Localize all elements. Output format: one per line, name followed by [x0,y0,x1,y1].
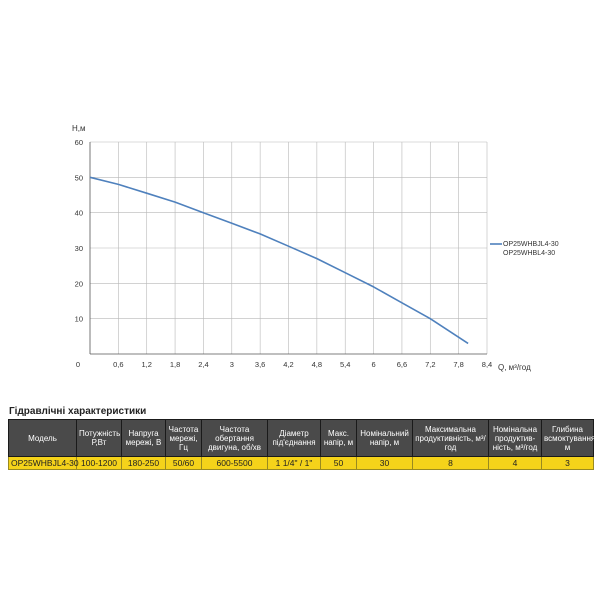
x-tick-label: 1,2 [141,360,151,369]
legend-label-1: OP25WHBJL4-30 [503,241,559,248]
y-tick-label: 50 [75,173,83,182]
header-nominal-head: Номінальний напір, м [356,419,413,457]
series-line [89,176,469,345]
header-diameter: Діаметр під'єднання [267,419,321,457]
header-rpm: Частота обертання двигуна, об/хв [201,419,268,457]
x-tick-label: 7,8 [453,360,463,369]
cell-suction-depth: 3 [541,456,594,470]
cell-model: OP25WHBJL4-30 [8,456,79,470]
x-tick-label: 4,2 [283,360,293,369]
cell-max-head: 50 [320,456,357,470]
x-tick-label: 0,6 [113,360,123,369]
y-tick-label: 20 [75,279,83,288]
header-power: Потужність Р,Вт [76,419,122,457]
x-tick-label: 2,4 [198,360,208,369]
hydraulic-specs-table: Модель Потужність Р,Вт Напруга мережі, В… [8,419,597,470]
x-tick-label: 4,8 [312,360,322,369]
header-max-head: Макс. напір, м [320,419,357,457]
header-max-flow: Максимальна продуктивність, м³/год [412,419,489,457]
grid [90,141,488,354]
header-nominal-flow: Номінальна продуктив-ність, м³/год [488,419,542,457]
y-tick-label: 30 [75,244,83,253]
y-tick-label: 40 [75,209,83,218]
x-tick-label: 6,6 [397,360,407,369]
header-frequency: Частота мережі, Гц [165,419,202,457]
header-suction-depth: Глибина всмоктування, м [541,419,597,457]
x-tick-label: 1,8 [170,360,180,369]
header-model: Модель [8,419,77,457]
header-voltage: Напруга мережі, В [121,419,166,457]
x-tick-label: 5,4 [340,360,350,369]
tick-labels: 0,6 1,2 1,8 2,4 3 3,6 4,2 4,8 5,4 6 6,6 7,2 7,8 8,4 10… [75,138,493,369]
cell-nominal-flow: 4 [488,456,542,470]
cell-voltage: 180-250 [121,456,166,470]
origin-tick-label: 0 [76,360,80,369]
legend-label-2: OP25WHBL4-30 [503,250,555,257]
y-tick-label: 10 [75,315,83,324]
cell-nominal-head: 30 [356,456,413,470]
y-axis-label: H,м [72,124,86,133]
x-tick-label: 3,6 [255,360,265,369]
cell-rpm: 600-5500 [201,456,268,470]
x-axis-label: Q, м³/год [498,363,531,372]
table-header-row: Модель Потужність Р,Вт Напруга мережі, В… [8,419,597,457]
x-tick-label: 8,4 [482,360,492,369]
pump-curve-chart: 0,6 1,2 1,8 2,4 3 3,6 4,2 4,8 5,4 6 6,6 7,2 7,8 8,4 10… [72,124,559,372]
y-tick-label: 60 [75,138,83,147]
legend: OP25WHBJL4-30 OP25WHBL4-30 [490,241,559,257]
cell-power: 100-1200 [76,456,122,470]
x-tick-label: 7,2 [425,360,435,369]
series [89,176,469,345]
table-row: OP25WHBJL4-30 100-1200 180-250 50/60 600… [8,456,594,470]
cell-diameter: 1 1/4" / 1" [267,456,321,470]
cell-frequency: 50/60 [165,456,202,470]
table-title: Гідравлічні характеристики [9,406,147,417]
x-tick-label: 3 [230,360,234,369]
cell-max-flow: 8 [412,456,489,470]
x-tick-label: 6 [371,360,375,369]
